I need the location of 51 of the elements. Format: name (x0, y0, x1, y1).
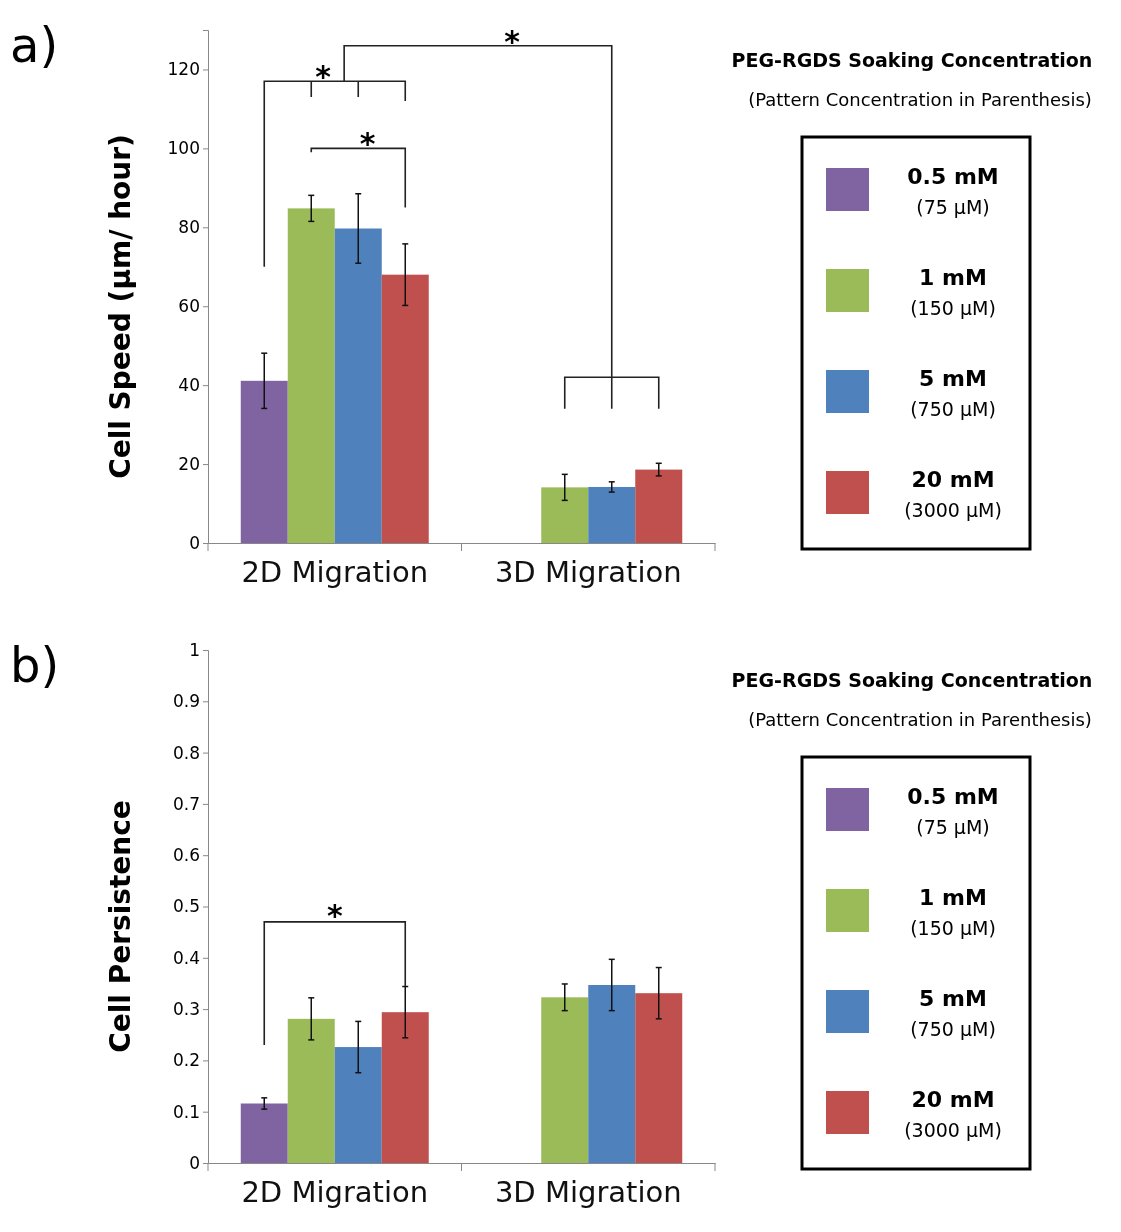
annotation: * (315, 59, 332, 95)
x-tick-label: 2D Migration (241, 1174, 429, 1209)
legend-label: 5 mM (750 µM) (910, 986, 996, 1040)
y-tick-label: 0.1 (172, 1101, 200, 1122)
y-tick-label: 60 (178, 296, 200, 317)
y-tick-label: 1 (189, 639, 200, 660)
bar (381, 274, 429, 543)
y-tick-label: 0.3 (172, 999, 200, 1020)
bar (635, 469, 683, 543)
chart-title: a) (10, 17, 59, 73)
x-tick-label: 2D Migration (241, 554, 429, 589)
bar (541, 997, 589, 1163)
legend-label: 20 mM (3000 µM) (904, 467, 1002, 521)
y-axis-title: Cell Persistence (104, 800, 137, 1053)
y-tick-label: 40 (178, 375, 200, 396)
legend-label: 5 mM (750 µM) (910, 366, 996, 420)
bar (240, 380, 288, 543)
y-tick-label: 0.5 (172, 896, 200, 917)
legend-label: 20 mM (3000 µM) (904, 1087, 1002, 1141)
y-tick-label: 0.8 (172, 742, 200, 763)
annotation: * (359, 126, 376, 162)
legend-title: PEG-RGDS Soaking Concentration (731, 49, 1093, 71)
y-tick-label: 120 (167, 59, 200, 80)
y-tick-label: 0 (189, 532, 200, 553)
text: (Pattern Concentration in Parenthesis) (748, 89, 1092, 110)
y-tick-label: 100 (167, 138, 200, 159)
bar (240, 1103, 288, 1163)
legend-label: 1 mM (150 µM) (910, 885, 996, 939)
legend-label: 0.5 mM (75 µM) (907, 164, 999, 218)
y-tick-label: 0.4 (172, 947, 200, 968)
bar (588, 984, 636, 1163)
bar (541, 487, 589, 543)
y-tick-label: 0 (189, 1152, 200, 1173)
text: (Pattern Concentration in Parenthesis) (748, 709, 1092, 730)
chart-title: b) (10, 637, 60, 693)
y-axis-title: Cell Speed (µm/ hour) (104, 134, 137, 479)
y-tick-label: 0.6 (172, 845, 200, 866)
legend-label: 0.5 mM (75 µM) (907, 784, 999, 838)
legend-title: PEG-RGDS Soaking Concentration (731, 669, 1093, 691)
legend-label: 1 mM (150 µM) (910, 265, 996, 319)
y-tick-label: 20 (178, 454, 200, 475)
x-tick-label: 3D Migration (494, 1174, 682, 1209)
y-tick-label: 0.7 (172, 793, 200, 814)
y-tick-label: 0.2 (172, 1050, 200, 1071)
annotation: * (504, 23, 521, 59)
y-tick-label: 80 (178, 217, 200, 238)
y-tick-label: 0.9 (172, 691, 200, 712)
bar (635, 993, 683, 1163)
x-tick-label: 3D Migration (494, 554, 682, 589)
bar (588, 486, 636, 543)
annotation: * (326, 897, 343, 933)
